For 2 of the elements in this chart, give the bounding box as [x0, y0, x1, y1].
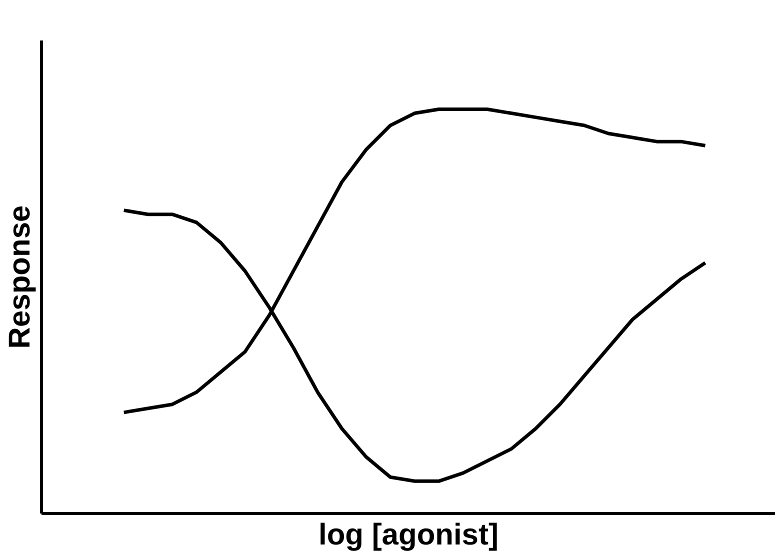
x-axis-title: log [agonist]: [318, 518, 498, 552]
y-axis-title: Response: [4, 205, 36, 349]
